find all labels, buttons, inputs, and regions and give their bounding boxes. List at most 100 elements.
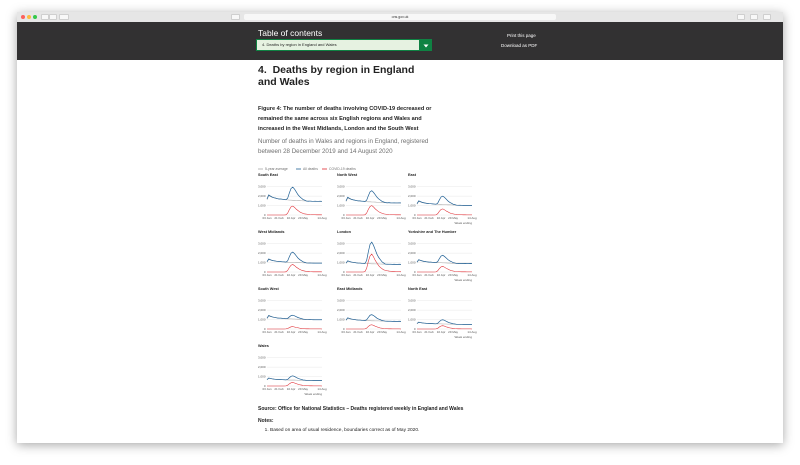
x-tick-label: 14 Aug: [396, 330, 406, 334]
x-tick-label: 10 Apr: [287, 330, 296, 334]
y-tick-label: 2,000: [258, 308, 266, 312]
x-axis-label: Week ending: [455, 278, 473, 282]
x-tick-label: 10 Apr: [366, 330, 375, 334]
y-tick-label: 0: [343, 213, 345, 217]
x-tick-label: 21 Feb: [274, 330, 284, 334]
y-tick-label: 3,000: [337, 299, 345, 303]
x-axis-label: Week ending: [455, 335, 473, 339]
series-line: [345, 190, 402, 204]
minimize-button[interactable]: [27, 15, 31, 19]
y-tick-label: 1,000: [258, 375, 266, 379]
x-axis-label: Week ending: [305, 392, 323, 396]
x-tick-label: 21 Feb: [353, 273, 363, 277]
series-line: [266, 314, 323, 321]
x-axis-label: Week ending: [455, 221, 473, 225]
y-tick-label: 1,000: [337, 261, 345, 265]
x-tick-label: 29 May: [448, 273, 458, 277]
x-tick-label: 14 Aug: [467, 330, 477, 334]
y-tick-label: 0: [414, 327, 416, 331]
series-line: [345, 241, 402, 265]
x-tick-label: 03 Jan: [262, 273, 271, 277]
series-line: [266, 375, 323, 381]
back-button[interactable]: [41, 14, 49, 20]
x-tick-label: 10 Apr: [437, 273, 446, 277]
x-tick-label: 10 Apr: [366, 216, 375, 220]
zoom-button[interactable]: [33, 15, 37, 19]
panel-title: Wales: [258, 344, 269, 348]
x-tick-label: 29 May: [448, 330, 458, 334]
x-tick-label: 10 Apr: [437, 330, 446, 334]
y-tick-label: 3,000: [337, 185, 345, 189]
series-line: [416, 322, 472, 325]
x-tick-label: 29 May: [298, 387, 308, 391]
tabs-button[interactable]: [750, 14, 758, 20]
series-line: [417, 325, 473, 330]
y-tick-label: 3,000: [408, 299, 416, 303]
y-tick-label: 3,000: [408, 185, 416, 189]
download-link[interactable]: Download as PDF: [501, 43, 538, 48]
x-tick-label: 03 Jan: [412, 330, 421, 334]
panel-title: East Midlands: [337, 287, 363, 291]
y-tick-label: 1,000: [337, 318, 345, 322]
series-line: [266, 259, 322, 264]
panel-title: Yorkshire and The Humber: [408, 230, 457, 234]
y-tick-label: 1,000: [258, 261, 266, 265]
new-tab-button[interactable]: [763, 14, 771, 20]
y-tick-label: 2,000: [337, 308, 345, 312]
x-tick-label: 14 Aug: [317, 273, 327, 277]
x-tick-label: 03 Jan: [341, 273, 350, 277]
figure-subtitle: Number of deaths in Wales and regions in…: [258, 138, 429, 155]
x-tick-label: 14 Aug: [396, 273, 406, 277]
x-tick-label: 29 May: [298, 273, 308, 277]
x-tick-label: 21 Feb: [274, 387, 284, 391]
series-line: [346, 324, 402, 330]
toc-title: Table of contents: [258, 28, 323, 38]
x-tick-label: 21 Feb: [424, 273, 434, 277]
print-link[interactable]: Print this page: [507, 33, 536, 38]
panel-title: South West: [258, 287, 280, 291]
x-tick-label: 10 Apr: [287, 387, 296, 391]
series-line: [346, 253, 402, 273]
series-line: [417, 266, 472, 273]
y-tick-label: 2,000: [408, 251, 416, 255]
series-line: [345, 314, 402, 322]
note: Based on area of usual residence, bounda…: [270, 428, 419, 433]
series-line: [266, 377, 322, 381]
legend-label: All deaths: [303, 167, 318, 171]
toc-go-button[interactable]: [420, 39, 432, 51]
panel-title: East: [408, 173, 417, 177]
x-tick-label: 14 Aug: [317, 216, 327, 220]
x-tick-label: 03 Jan: [412, 273, 421, 277]
toc-select[interactable]: 4. Deaths by region in England and Wales: [256, 39, 420, 51]
share-button[interactable]: [737, 14, 745, 20]
x-tick-label: 21 Feb: [274, 216, 284, 220]
legend-label: 5-year average: [265, 167, 288, 171]
y-tick-label: 0: [264, 384, 266, 388]
x-tick-label: 03 Jan: [412, 216, 421, 220]
y-tick-label: 0: [343, 270, 345, 274]
y-tick-label: 3,000: [258, 242, 266, 246]
x-tick-label: 03 Jan: [341, 216, 350, 220]
y-tick-label: 0: [414, 213, 416, 217]
x-tick-label: 29 May: [377, 330, 387, 334]
series-line: [267, 382, 323, 387]
extension-button[interactable]: [231, 14, 240, 20]
section-heading: 4. Deaths by region in England and Wales: [258, 64, 418, 88]
series-line: [416, 195, 473, 206]
close-button[interactable]: [21, 15, 25, 19]
sidebar-button[interactable]: [59, 14, 69, 20]
y-tick-label: 1,000: [408, 261, 416, 265]
x-tick-label: 03 Jan: [341, 330, 350, 334]
address-bar[interactable]: ons.gov.uk: [244, 14, 556, 20]
forward-button[interactable]: [49, 14, 57, 20]
y-tick-label: 2,000: [408, 194, 416, 198]
panel-title: London: [337, 230, 352, 234]
panel-title: South East: [258, 173, 279, 177]
x-tick-label: 21 Feb: [353, 216, 363, 220]
x-tick-label: 03 Jan: [262, 387, 271, 391]
x-tick-label: 21 Feb: [424, 216, 434, 220]
series-line: [345, 260, 401, 265]
y-tick-label: 0: [264, 327, 266, 331]
y-tick-label: 3,000: [258, 185, 266, 189]
x-tick-label: 14 Aug: [467, 216, 477, 220]
